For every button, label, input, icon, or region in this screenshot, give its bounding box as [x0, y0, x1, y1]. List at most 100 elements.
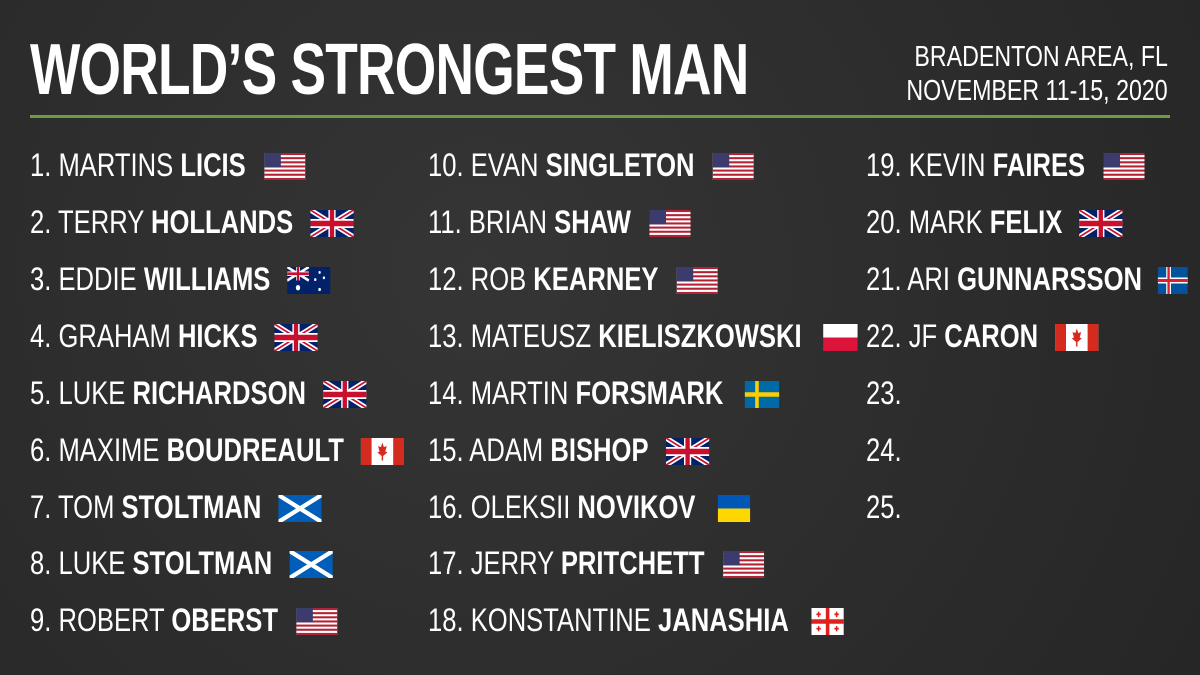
- flag: [1051, 324, 1103, 351]
- entry: 15. ADAM BISHOP: [428, 432, 713, 468]
- first-name: ADAM: [469, 432, 544, 468]
- first-name: EDDIE: [58, 261, 137, 297]
- number: 1.: [30, 147, 52, 183]
- number: 6.: [30, 432, 52, 468]
- entry: 5. LUKE RICHARDSON: [30, 375, 371, 411]
- first-name: GRAHAM: [58, 318, 171, 354]
- entry: 22. JF CARON: [866, 318, 1103, 354]
- first-name: ROB: [470, 261, 527, 297]
- flag: [644, 210, 696, 237]
- flag: [357, 438, 409, 465]
- number: 22.: [866, 318, 902, 354]
- entry: 12. ROB KEARNEY: [428, 261, 723, 297]
- number: 24.: [866, 432, 902, 468]
- location: BRADENTON AREA, FL: [914, 41, 1168, 73]
- flag: [717, 551, 769, 578]
- flag: [671, 267, 723, 294]
- number: 2.: [30, 204, 52, 240]
- first-name: MARK: [908, 204, 983, 240]
- entry: 23.: [866, 375, 902, 411]
- entry: 9. ROBERT OBERST: [30, 602, 343, 638]
- entry: 14. MARTIN FORSMARK: [428, 375, 788, 411]
- entry: 3. EDDIE WILLIAMS: [30, 261, 335, 297]
- last-name: OBERST: [171, 602, 278, 638]
- number: 25.: [866, 489, 902, 525]
- flag: [661, 438, 713, 465]
- first-name: MARTINS: [58, 147, 174, 183]
- flag: [283, 267, 335, 294]
- title: WORLD’S STRONGEST MAN: [30, 30, 749, 110]
- entry: 17. JERRY PRITCHETT: [428, 545, 769, 581]
- number: 11.: [428, 204, 462, 240]
- last-name: KEARNEY: [533, 261, 659, 297]
- dates: NOVEMBER 11-15, 2020: [906, 75, 1168, 107]
- last-name: LICIS: [180, 147, 246, 183]
- number: 3.: [30, 261, 52, 297]
- entry: 18. KONSTANTINE JANASHIA: [428, 602, 854, 638]
- flag: [306, 210, 358, 237]
- last-name: RICHARDSON: [132, 375, 306, 411]
- last-name: KIELISZKOWSKI: [598, 318, 802, 354]
- entry: 24.: [866, 432, 902, 468]
- flag: [802, 608, 854, 635]
- number: 8.: [30, 545, 52, 581]
- flag: [814, 324, 866, 351]
- entry: 4. GRAHAM HICKS: [30, 318, 322, 354]
- flag: [270, 324, 322, 351]
- number: 23.: [866, 375, 902, 411]
- last-name: JANASHIA: [657, 602, 789, 638]
- flag: [1098, 153, 1150, 180]
- first-name: MATEUSZ: [470, 318, 592, 354]
- number: 14.: [428, 375, 464, 411]
- flag: [708, 495, 760, 522]
- flag: [707, 153, 759, 180]
- first-name: LUKE: [58, 375, 126, 411]
- first-name: JF: [908, 318, 938, 354]
- flag: [1155, 267, 1191, 294]
- last-name: BISHOP: [550, 432, 649, 468]
- number: 20.: [866, 204, 902, 240]
- flag: [274, 495, 326, 522]
- first-name: LUKE: [58, 545, 126, 581]
- entry: 7. TOM STOLTMAN: [30, 489, 326, 525]
- entry: 6. MAXIME BOUDREAULT: [30, 432, 409, 468]
- entry: 2. TERRY HOLLANDS: [30, 204, 358, 240]
- entry: 10. EVAN SINGLETON: [428, 147, 759, 183]
- entry: 21. ARI GUNNARSSON: [866, 261, 1191, 297]
- last-name: STOLTMAN: [132, 545, 273, 581]
- last-name: SHAW: [554, 204, 631, 240]
- first-name: EVAN: [470, 147, 539, 183]
- flag: [1075, 210, 1127, 237]
- first-name: TERRY: [58, 204, 144, 240]
- last-name: CARON: [944, 318, 1039, 354]
- entry: 13. MATEUSZ KIELISZKOWSKI: [428, 318, 866, 354]
- last-name: SINGLETON: [545, 147, 695, 183]
- flag: [736, 381, 788, 408]
- entry: 1. MARTINS LICIS: [30, 147, 311, 183]
- number: 9.: [30, 602, 52, 638]
- number: 17.: [428, 545, 464, 581]
- entry: 19. KEVIN FAIRES: [866, 147, 1150, 183]
- first-name: ARI: [907, 261, 950, 297]
- number: 13.: [428, 318, 464, 354]
- first-name: MARTIN: [470, 375, 569, 411]
- divider: [30, 115, 1170, 118]
- number: 5.: [30, 375, 52, 411]
- first-name: MAXIME: [58, 432, 160, 468]
- number: 18.: [428, 602, 464, 638]
- first-name: ROBERT: [58, 602, 165, 638]
- first-name: KEVIN: [908, 147, 986, 183]
- entry: 11. BRIAN SHAW: [428, 204, 696, 240]
- flag: [291, 608, 343, 635]
- last-name: HOLLANDS: [150, 204, 294, 240]
- last-name: BOUDREAULT: [166, 432, 344, 468]
- first-name: JERRY: [470, 545, 554, 581]
- number: 15.: [428, 432, 464, 468]
- number: 7.: [30, 489, 52, 525]
- number: 4.: [30, 318, 52, 354]
- first-name: TOM: [58, 489, 115, 525]
- last-name: FELIX: [989, 204, 1063, 240]
- first-name: OLEKSII: [470, 489, 571, 525]
- first-name: BRIAN: [468, 204, 548, 240]
